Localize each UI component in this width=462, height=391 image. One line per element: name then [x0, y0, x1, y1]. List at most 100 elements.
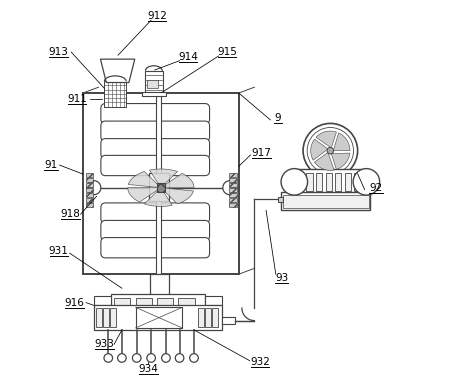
- Text: 934: 934: [139, 364, 158, 374]
- Bar: [157, 298, 173, 311]
- Polygon shape: [128, 188, 161, 202]
- Polygon shape: [150, 169, 177, 188]
- Circle shape: [327, 147, 334, 154]
- Bar: [229, 178, 237, 182]
- Bar: [283, 195, 369, 208]
- Bar: [229, 173, 237, 177]
- Circle shape: [133, 354, 141, 362]
- Bar: [110, 308, 116, 327]
- Polygon shape: [161, 188, 194, 204]
- Text: 933: 933: [94, 339, 114, 349]
- Polygon shape: [311, 139, 328, 160]
- Circle shape: [303, 124, 358, 178]
- Bar: [157, 196, 161, 274]
- Bar: [142, 92, 165, 96]
- FancyBboxPatch shape: [101, 121, 210, 141]
- Bar: [231, 190, 235, 192]
- Bar: [145, 71, 163, 93]
- Bar: [198, 308, 204, 327]
- Bar: [88, 185, 92, 187]
- Text: 931: 931: [49, 246, 69, 256]
- Bar: [149, 173, 169, 201]
- FancyBboxPatch shape: [101, 221, 210, 241]
- Polygon shape: [161, 173, 194, 188]
- Polygon shape: [128, 172, 161, 188]
- FancyBboxPatch shape: [101, 203, 210, 223]
- Bar: [345, 172, 351, 191]
- Bar: [135, 307, 182, 328]
- Text: 917: 917: [251, 148, 271, 158]
- Bar: [85, 183, 93, 187]
- Bar: [85, 198, 93, 202]
- Text: 915: 915: [217, 47, 237, 57]
- Circle shape: [190, 354, 198, 362]
- Bar: [178, 298, 195, 311]
- Bar: [88, 182, 92, 184]
- Text: 918: 918: [61, 209, 80, 219]
- Bar: [229, 183, 237, 187]
- Text: 932: 932: [250, 357, 270, 367]
- Text: 911: 911: [67, 94, 87, 104]
- Bar: [135, 298, 152, 311]
- Bar: [150, 274, 169, 300]
- Bar: [316, 172, 322, 191]
- Circle shape: [147, 354, 155, 362]
- Text: 9: 9: [274, 113, 281, 122]
- Circle shape: [87, 181, 101, 195]
- Bar: [229, 188, 237, 192]
- Bar: [306, 172, 312, 191]
- Bar: [157, 183, 165, 192]
- Bar: [85, 188, 93, 192]
- Bar: [85, 193, 93, 197]
- Text: 93: 93: [275, 273, 288, 283]
- Polygon shape: [315, 152, 334, 170]
- Bar: [88, 187, 92, 190]
- Text: 913: 913: [49, 47, 68, 57]
- Bar: [229, 203, 237, 207]
- Bar: [222, 317, 235, 324]
- Text: 912: 912: [147, 11, 167, 21]
- Circle shape: [353, 169, 380, 195]
- Bar: [231, 187, 235, 190]
- Bar: [231, 185, 235, 187]
- Bar: [229, 193, 237, 197]
- Bar: [278, 197, 283, 202]
- Circle shape: [175, 354, 184, 362]
- Bar: [103, 308, 109, 327]
- Bar: [231, 182, 235, 184]
- Bar: [354, 172, 361, 191]
- Bar: [96, 308, 102, 327]
- Circle shape: [223, 181, 237, 195]
- Bar: [147, 80, 158, 88]
- FancyBboxPatch shape: [101, 139, 210, 159]
- FancyBboxPatch shape: [101, 155, 210, 176]
- FancyBboxPatch shape: [101, 238, 210, 258]
- Bar: [229, 198, 237, 202]
- Bar: [213, 308, 218, 327]
- Bar: [94, 296, 111, 305]
- FancyBboxPatch shape: [101, 104, 210, 124]
- Bar: [205, 296, 222, 305]
- Bar: [111, 294, 205, 314]
- Bar: [85, 173, 93, 177]
- Polygon shape: [316, 131, 336, 148]
- Bar: [205, 308, 211, 327]
- Bar: [157, 92, 161, 174]
- Polygon shape: [144, 188, 172, 206]
- Polygon shape: [100, 59, 135, 83]
- Text: 916: 916: [64, 298, 84, 308]
- Text: 92: 92: [369, 183, 383, 193]
- Bar: [85, 178, 93, 182]
- Bar: [294, 169, 366, 195]
- Bar: [335, 172, 341, 191]
- Circle shape: [162, 354, 170, 362]
- Bar: [326, 172, 332, 191]
- Bar: [114, 298, 130, 311]
- Circle shape: [307, 127, 353, 174]
- Bar: [281, 192, 371, 210]
- Bar: [85, 203, 93, 207]
- Text: 91: 91: [44, 160, 58, 170]
- Text: 914: 914: [178, 52, 198, 62]
- Circle shape: [104, 354, 113, 362]
- Polygon shape: [331, 153, 350, 169]
